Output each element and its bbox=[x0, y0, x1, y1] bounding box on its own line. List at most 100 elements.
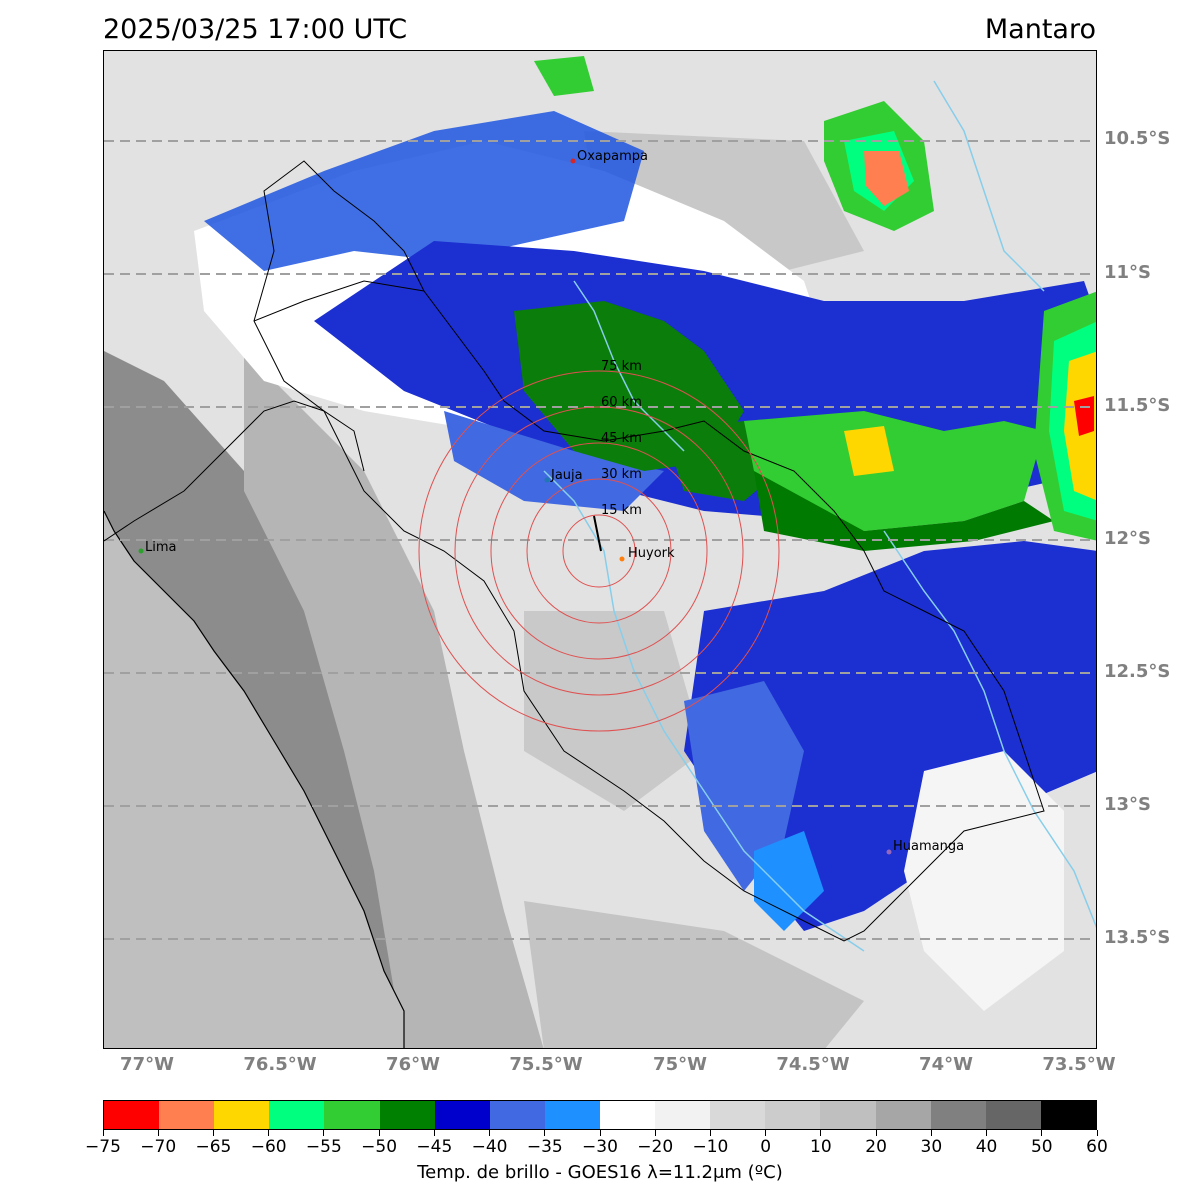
colorbar-label: Temp. de brillo - GOES16 λ=11.2μm (ºC) bbox=[417, 1162, 783, 1183]
colorbar-segment bbox=[985, 1101, 1041, 1129]
lon-label-75w: 75°W bbox=[653, 1054, 707, 1075]
colorbar-tick-mark bbox=[323, 1130, 325, 1136]
colorbar-tick-label: 40 bbox=[975, 1137, 998, 1157]
range-rings bbox=[418, 370, 780, 732]
colorbar-segment bbox=[930, 1101, 986, 1129]
map-datetime-title: 2025/03/25 17:00 UTC bbox=[103, 14, 408, 45]
region-border-pasco bbox=[253, 280, 425, 322]
colorbar-segment bbox=[655, 1101, 711, 1129]
river-mantaro bbox=[543, 470, 865, 952]
lat-label-11-5s: 11.5°S bbox=[1104, 395, 1171, 416]
colorbar-tick-label: −70 bbox=[140, 1137, 177, 1157]
ring-label-60km: 60 km bbox=[601, 395, 642, 410]
colorbar-tick-mark bbox=[654, 1130, 656, 1136]
lon-label-75-5w: 75.5°W bbox=[509, 1054, 583, 1075]
colorbar-tick-label: −75 bbox=[85, 1137, 121, 1157]
colorbar-tick-label: −65 bbox=[195, 1137, 232, 1157]
colorbar-tick-mark bbox=[157, 1130, 159, 1136]
colorbar-tick-mark bbox=[709, 1130, 711, 1136]
cloud-coral-northeast bbox=[864, 151, 909, 206]
colorbar-segment bbox=[379, 1101, 435, 1129]
lon-label-73-5w: 73.5°W bbox=[1042, 1054, 1116, 1075]
colorbar-tick-label: −55 bbox=[305, 1137, 342, 1157]
city-dot-oxapampa bbox=[570, 158, 576, 164]
lon-label-76w: 76°W bbox=[386, 1054, 440, 1075]
colorbar-tick-mark bbox=[489, 1130, 491, 1136]
cloud-lime-small-north bbox=[534, 56, 594, 96]
city-dot-huamanga bbox=[886, 849, 892, 855]
colorbar-tick-label: 10 bbox=[810, 1137, 832, 1157]
colorbar-segment bbox=[324, 1101, 380, 1129]
colorbar-tick-label: −45 bbox=[416, 1137, 453, 1157]
colorbar-segment bbox=[710, 1101, 766, 1129]
colorbar-tick-label: −20 bbox=[637, 1137, 674, 1157]
lat-label-13s: 13°S bbox=[1104, 794, 1152, 815]
lon-label-74w: 74°W bbox=[919, 1054, 973, 1075]
city-label-jauja: Jauja bbox=[550, 468, 583, 483]
city-dot-jauja bbox=[544, 477, 550, 483]
colorbar-tick-label: −40 bbox=[471, 1137, 508, 1157]
cloud-royal-southeast bbox=[684, 681, 804, 891]
colorbar-tick-mark bbox=[875, 1130, 877, 1136]
city-label-huyork: Huyork bbox=[628, 546, 675, 561]
lon-label-74-5w: 74.5°W bbox=[776, 1054, 850, 1075]
colorbar-segment bbox=[544, 1101, 600, 1129]
colorbar-tick-label: −30 bbox=[582, 1137, 618, 1157]
lat-label-13-5s: 13.5°S bbox=[1104, 927, 1171, 948]
colorbar-tick-label: −10 bbox=[692, 1137, 729, 1157]
colorbar-tick-mark bbox=[1096, 1130, 1098, 1136]
colorbar-tick-mark bbox=[765, 1130, 767, 1136]
cloud-blue-north-band bbox=[204, 111, 644, 271]
city-dot-huyork bbox=[619, 556, 625, 562]
colorbar-tick-label: −35 bbox=[526, 1137, 563, 1157]
city-dot-lima bbox=[138, 548, 144, 554]
colorbar-segment bbox=[214, 1101, 270, 1129]
colorbar-tick-mark bbox=[930, 1130, 932, 1136]
colorbar-tick-mark bbox=[268, 1130, 270, 1136]
region-border-junin bbox=[253, 160, 1045, 942]
terrain-mid-west bbox=[244, 351, 544, 1048]
ring-label-30km: 30 km bbox=[601, 467, 642, 482]
colorbar-tick-label: 20 bbox=[865, 1137, 887, 1157]
temperature-colorbar bbox=[103, 1100, 1097, 1130]
ring-label-15km: 15 km bbox=[601, 503, 642, 518]
lat-label-12s: 12°S bbox=[1104, 528, 1152, 549]
colorbar-segment bbox=[434, 1101, 490, 1129]
satellite-map[interactable]: 15 km 30 km 45 km 60 km 75 km Oxapampa J… bbox=[103, 50, 1097, 1049]
colorbar-segment bbox=[269, 1101, 325, 1129]
colorbar-tick-mark bbox=[102, 1130, 104, 1136]
river-northeast bbox=[933, 80, 1045, 292]
river-east bbox=[883, 530, 1096, 929]
colorbar-tick-label: 50 bbox=[1030, 1137, 1053, 1157]
cloud-dodger-south bbox=[754, 831, 824, 931]
colorbar-tick-mark bbox=[544, 1130, 546, 1136]
cloud-royal-center bbox=[444, 411, 664, 511]
cloud-green-east-edge bbox=[754, 471, 1054, 551]
colorbar-tick-label: 30 bbox=[920, 1137, 943, 1157]
colorbar-tick-label: 0 bbox=[760, 1137, 772, 1157]
lon-label-77w: 77°W bbox=[120, 1054, 174, 1075]
colorbar-segment bbox=[599, 1101, 656, 1129]
colorbar-segment bbox=[875, 1101, 931, 1129]
cloud-yellow-east-cell bbox=[844, 426, 894, 476]
lat-label-10-5s: 10.5°S bbox=[1104, 128, 1171, 149]
colorbar-segment bbox=[489, 1101, 545, 1129]
city-label-huamanga: Huamanga bbox=[893, 839, 964, 854]
terrain-mid-south bbox=[524, 901, 864, 1048]
region-border-lima bbox=[104, 400, 365, 542]
colorbar-tick-label: 60 bbox=[1086, 1137, 1108, 1157]
colorbar-segment bbox=[820, 1101, 876, 1129]
colorbar-tick-mark bbox=[1041, 1130, 1043, 1136]
colorbar-segment bbox=[159, 1101, 215, 1129]
river-north bbox=[573, 280, 685, 452]
ring-label-45km: 45 km bbox=[601, 431, 642, 446]
colorbar-tick-mark bbox=[433, 1130, 435, 1136]
ring-label-75km: 75 km bbox=[601, 359, 642, 374]
colorbar-tick-mark bbox=[378, 1130, 380, 1136]
ocean bbox=[104, 511, 404, 1048]
cloud-blue-southeast bbox=[684, 541, 1096, 931]
colorbar-segment bbox=[765, 1101, 821, 1129]
terrain-mid-center bbox=[524, 611, 704, 811]
city-label-lima: Lima bbox=[145, 540, 176, 555]
colorbar-tick-label: −60 bbox=[250, 1137, 287, 1157]
